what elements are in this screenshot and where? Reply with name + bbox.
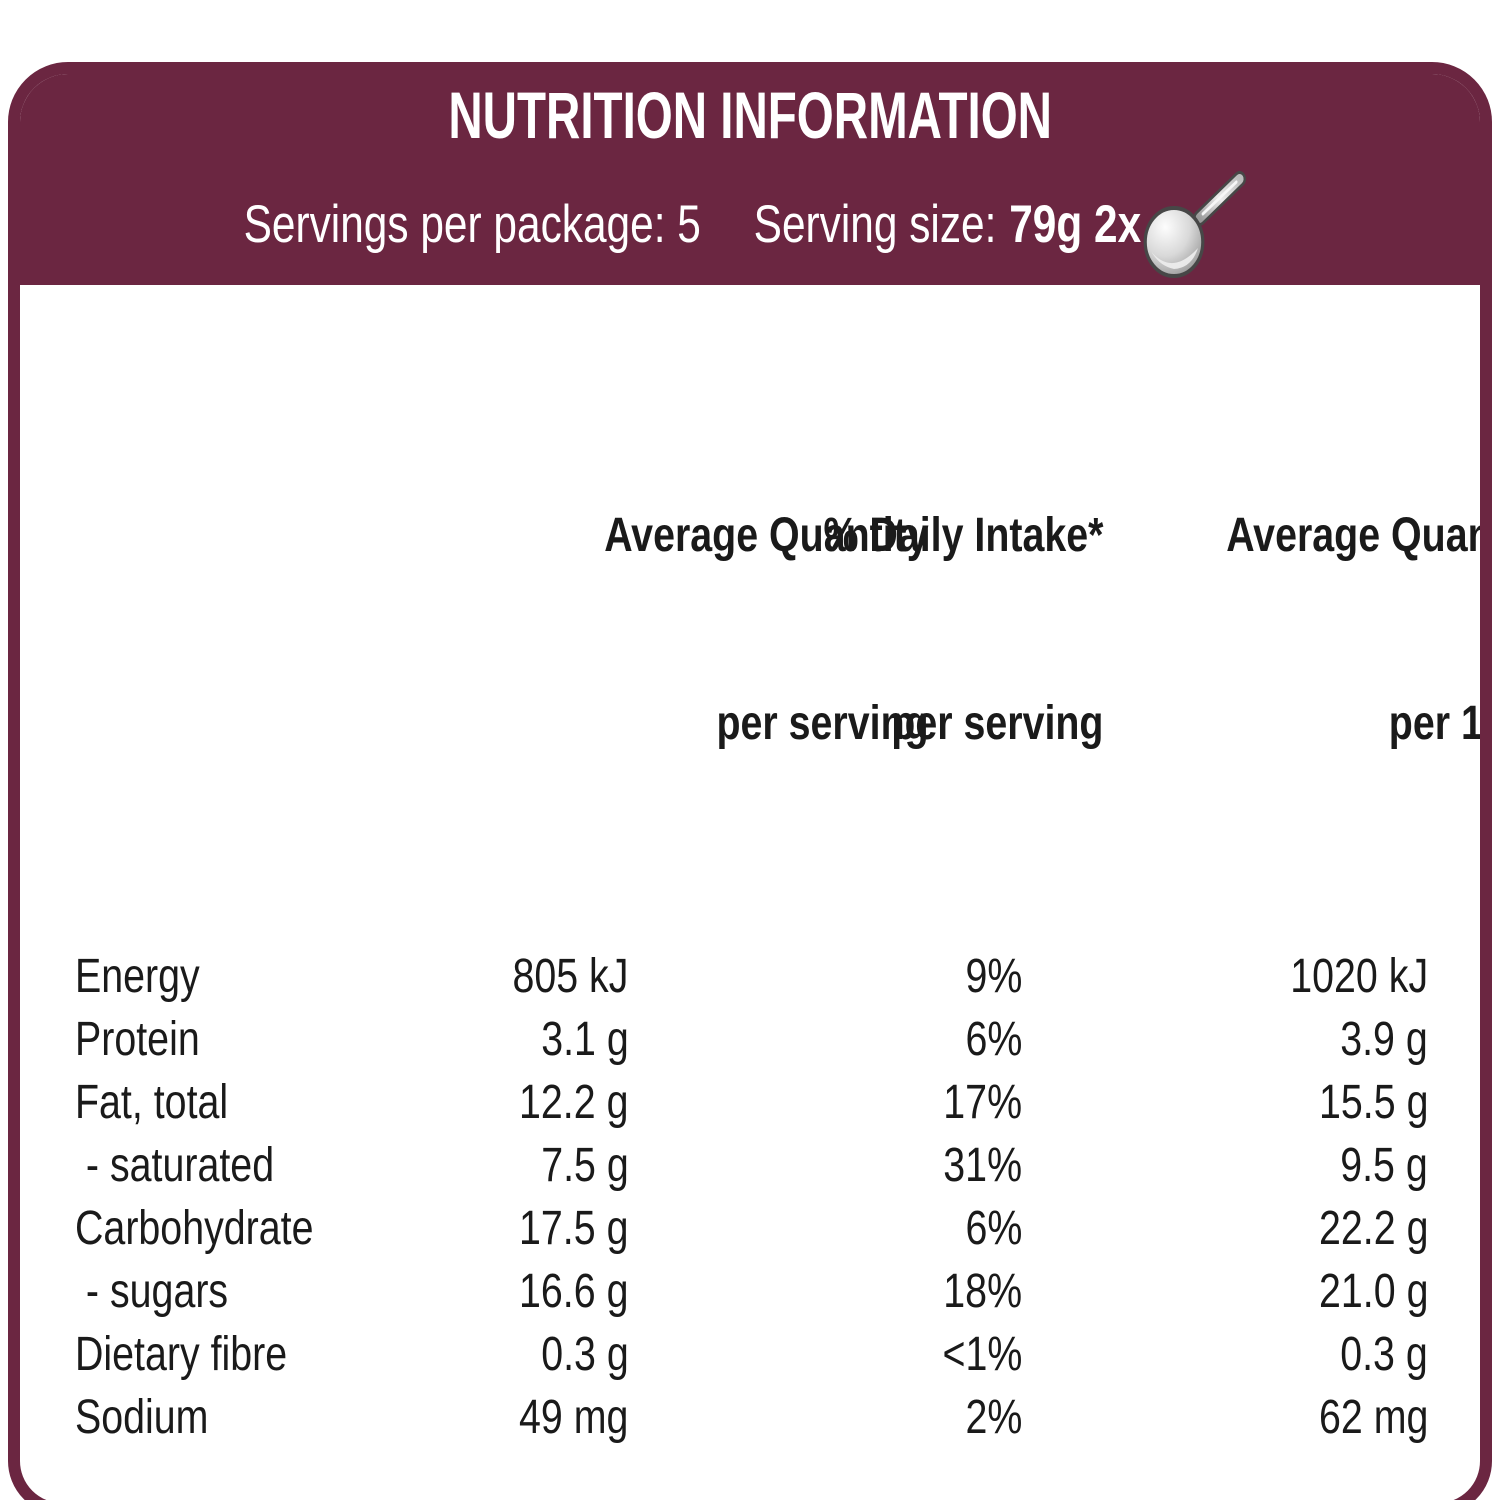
per-serving-value: 805 kJ (512, 950, 629, 1003)
table-row-saturated-fat: - saturated 7.5 g 31% 9.5 g (75, 1134, 1428, 1197)
per-serving-value: 3.1 g (540, 1013, 629, 1066)
daily-intake-value: 18% (943, 1265, 1023, 1318)
per-100g-value: 1020 kJ (1290, 950, 1428, 1003)
per-100g-value: 3.9 g (1340, 1013, 1428, 1066)
daily-intake-value: 6% (965, 1013, 1023, 1066)
teaspoon-icon (1143, 171, 1246, 278)
daily-intake-value: 17% (943, 1076, 1023, 1129)
nutrient-label: Dietary fibre (75, 1328, 288, 1381)
header-line: % Daily Intake* (823, 509, 1104, 562)
nutrient-label: Carbohydrate (75, 1202, 314, 1255)
daily-intake-value: 9% (965, 950, 1023, 1003)
table-row-carbohydrate: Carbohydrate 17.5 g 6% 22.2 g (75, 1197, 1428, 1260)
nutrient-label: Fat, total (75, 1076, 229, 1129)
table-row-fat-total: Fat, total 12.2 g 17% 15.5 g (75, 1071, 1428, 1134)
per-100g-value: 22.2 g (1318, 1202, 1428, 1255)
table-row-sugars: - sugars 16.6 g 18% 21.0 g (75, 1260, 1428, 1323)
per-100g-value: 21.0 g (1318, 1265, 1428, 1318)
table-row-energy: Energy 805 kJ 9% 1020 kJ (75, 945, 1428, 1008)
header-line: Average Quantity (1226, 509, 1492, 562)
header-line: Average Quantity (604, 509, 929, 562)
per-100g-value: 0.3 g (1340, 1328, 1428, 1381)
nutrition-information-panel: NUTRITION INFORMATION Servings per packa… (8, 62, 1492, 1500)
serving-size-label: Serving size: (753, 195, 997, 254)
per-serving-value: 7.5 g (540, 1139, 629, 1192)
per-serving-value: 0.3 g (540, 1328, 629, 1381)
header-per-100g-column: Average Quantity per 100g (1022, 316, 1480, 944)
nutrient-label: Protein (75, 1013, 200, 1066)
table-row-sodium: Sodium 49 mg 2% 62 mg (75, 1386, 1428, 1449)
per-serving-value: 16.6 g (518, 1265, 629, 1318)
per-serving-value: 49 mg (518, 1391, 629, 1444)
nutrient-label: Sodium (75, 1391, 209, 1444)
panel-title-row: NUTRITION INFORMATION (29, 79, 1471, 170)
per-100g-value: 9.5 g (1340, 1139, 1428, 1192)
table-row-dietary-fibre: Dietary fibre 0.3 g <1% 0.3 g (75, 1323, 1428, 1386)
per-serving-value: 17.5 g (518, 1202, 629, 1255)
header-line: per serving (891, 697, 1104, 750)
header-line: per serving (716, 697, 929, 750)
table-header-row: Average Quantity per serving % Daily Int… (75, 316, 1480, 944)
header-per-serving-column: Average Quantity per serving (400, 316, 928, 944)
per-serving-value: 12.2 g (518, 1076, 629, 1129)
per-100g-value: 15.5 g (1318, 1076, 1428, 1129)
header-line: per 100g (1389, 697, 1484, 750)
servings-per-package-label: Servings per package: (243, 195, 666, 254)
panel-header: NUTRITION INFORMATION Servings per packa… (20, 74, 1480, 285)
daily-intake-value: 6% (965, 1202, 1023, 1255)
header-daily-intake-column: % Daily Intake* per serving (628, 316, 1103, 944)
per-100g-value: 62 mg (1318, 1391, 1428, 1444)
serving-size-value: 79g 2x (1009, 195, 1142, 254)
servings-per-package-value: 5 (677, 195, 701, 254)
serving-info-line: Servings per package: 5 Serving size: 79g … (243, 170, 1257, 278)
header-nutrient-column (75, 316, 400, 944)
nutrient-label: Energy (75, 950, 200, 1003)
daily-intake-value: <1% (942, 1328, 1023, 1381)
serving-info-row: Servings per package: 5 Serving size: 79g … (29, 170, 1471, 278)
daily-intake-value: 2% (965, 1391, 1023, 1444)
daily-intake-value: 31% (943, 1139, 1023, 1192)
nutrient-label: - sugars (75, 1265, 229, 1318)
panel-title: NUTRITION INFORMATION (448, 78, 1052, 152)
nutrient-label: - saturated (75, 1139, 275, 1192)
table-row-protein: Protein 3.1 g 6% 3.9 g (75, 1008, 1428, 1071)
nutrition-table: Average Quantity per serving % Daily Int… (20, 284, 1480, 1500)
